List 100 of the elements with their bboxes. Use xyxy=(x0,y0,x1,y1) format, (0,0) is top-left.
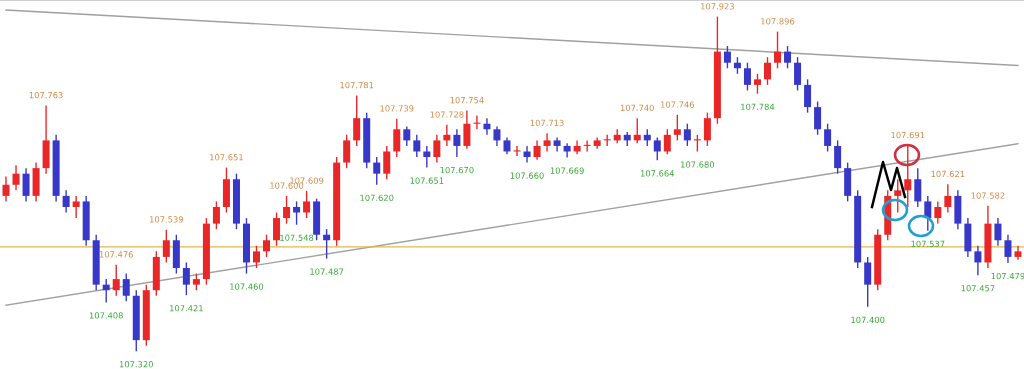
candlestick xyxy=(864,256,872,308)
candlestick xyxy=(743,62,751,92)
candlestick xyxy=(914,167,922,208)
annotation: 107.600 xyxy=(270,182,304,189)
candlestick xyxy=(102,278,110,304)
candlestick xyxy=(423,145,431,169)
candlestick xyxy=(653,136,661,162)
candlestick xyxy=(182,261,190,296)
candlestick xyxy=(273,211,281,247)
candlestick xyxy=(383,145,391,180)
candlestick xyxy=(393,118,401,158)
candlestick xyxy=(433,134,441,164)
annotation: 107.728 xyxy=(430,111,464,118)
candlestick xyxy=(824,123,832,153)
annotation: 107.537 xyxy=(911,240,945,248)
candlestick xyxy=(934,200,942,225)
candlestick xyxy=(483,117,491,136)
candlestick xyxy=(794,56,802,92)
candlestick xyxy=(784,45,792,69)
annotation: 107.923 xyxy=(701,3,734,10)
annotation: 107.548 xyxy=(280,234,314,241)
annotation: 107.539 xyxy=(150,216,183,223)
candlestick xyxy=(523,145,531,164)
candlestick xyxy=(703,111,711,147)
annotation: 107.896 xyxy=(761,18,795,25)
annotation: 107.408 xyxy=(89,312,123,319)
candlestick xyxy=(12,164,20,192)
candlestick xyxy=(753,73,761,95)
candlestick xyxy=(924,195,932,232)
candlestick xyxy=(763,56,772,86)
annotation: 107.421 xyxy=(170,305,203,312)
annotation: 107.670 xyxy=(440,166,474,174)
candlestick xyxy=(122,272,130,302)
annotation: 107.476 xyxy=(99,251,133,258)
candlestick xyxy=(283,195,291,225)
candlestick xyxy=(663,128,671,155)
candlestick xyxy=(2,175,10,203)
candlestick xyxy=(814,100,822,136)
annotation: 107.660 xyxy=(510,172,544,179)
candlestick xyxy=(252,245,261,269)
annotation: 107.651 xyxy=(210,154,243,161)
candlestick xyxy=(834,139,842,175)
candlestick xyxy=(723,45,731,69)
annotation: 107.620 xyxy=(360,194,394,201)
candlestick xyxy=(212,200,220,230)
annotation: 107.609 xyxy=(290,177,324,184)
candlestick xyxy=(563,142,571,159)
candlestick xyxy=(353,94,361,147)
candlestick xyxy=(263,234,271,258)
annotation: 107.664 xyxy=(640,170,675,177)
annotation: 107.754 xyxy=(450,96,484,104)
candlestick xyxy=(443,124,451,147)
candlestick xyxy=(804,78,812,114)
candlestick xyxy=(463,109,471,150)
annotation: 107.400 xyxy=(851,316,885,324)
candlestick xyxy=(1004,234,1012,264)
annotation: 107.582 xyxy=(971,192,1005,199)
annotation: 107.763 xyxy=(29,91,63,99)
annotation: 107.669 xyxy=(550,167,584,174)
candlestick xyxy=(453,128,461,158)
candlestick xyxy=(774,30,782,69)
candlestick xyxy=(633,117,641,144)
annotation: 107.784 xyxy=(741,103,775,110)
candlestick xyxy=(112,263,120,297)
annotation: 107.691 xyxy=(891,131,925,139)
annotation: 107.739 xyxy=(380,105,414,112)
candlestick xyxy=(293,200,301,226)
candlestick xyxy=(303,190,311,219)
candlestick xyxy=(974,245,982,276)
candlestick xyxy=(673,114,681,142)
candlestick xyxy=(894,178,902,214)
candlestick xyxy=(343,134,351,169)
candlestick xyxy=(573,139,581,155)
candlestick xyxy=(373,156,381,186)
candlestick xyxy=(72,195,80,219)
candlestick xyxy=(493,125,501,147)
candlestick xyxy=(994,217,1002,247)
annotation: 107.621 xyxy=(931,170,965,178)
annotation: 107.781 xyxy=(340,81,374,89)
candlestick xyxy=(683,123,691,147)
candlestick xyxy=(543,132,551,153)
annotation: 107.460 xyxy=(230,283,264,290)
candlestick xyxy=(403,125,411,147)
candlestick xyxy=(22,167,30,203)
annotation: 107.487 xyxy=(310,268,344,275)
annotation: 107.746 xyxy=(661,101,695,108)
candlestick xyxy=(944,183,952,214)
candlestick xyxy=(323,228,331,260)
annotation: 107.713 xyxy=(530,119,564,126)
annotation: 107.680 xyxy=(681,161,715,168)
candlestick xyxy=(413,134,421,158)
annotation: 107.740 xyxy=(620,104,654,112)
annotation: 107.479 xyxy=(991,272,1024,280)
candlestick xyxy=(162,229,170,264)
annotation: 107.651 xyxy=(410,177,444,184)
candlestick xyxy=(904,144,912,208)
candlestick xyxy=(62,189,70,214)
annotation: 107.320 xyxy=(119,361,153,368)
annotation: 107.457 xyxy=(961,285,995,292)
candlestick xyxy=(533,139,541,161)
